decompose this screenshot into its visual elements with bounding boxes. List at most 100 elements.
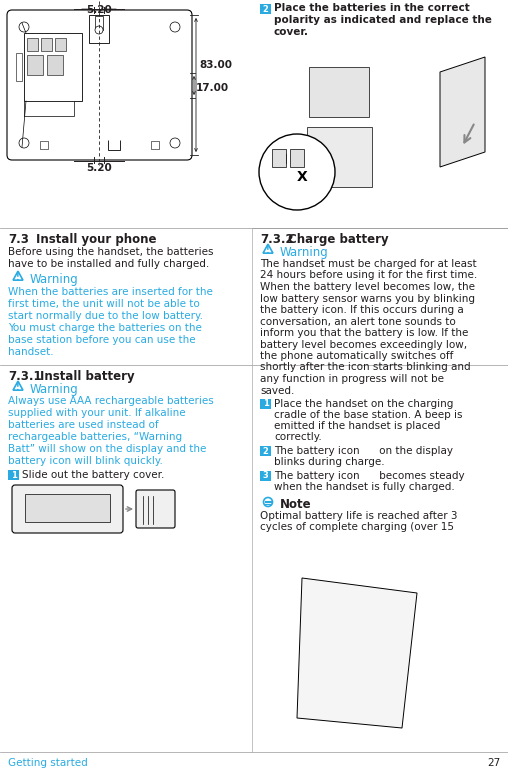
Text: the phone automatically switches off: the phone automatically switches off <box>260 351 453 361</box>
Text: Warning: Warning <box>30 383 79 396</box>
Bar <box>151 141 159 149</box>
Text: 2: 2 <box>263 5 268 13</box>
Text: 5.20: 5.20 <box>86 5 112 15</box>
Text: have to be installed and fully charged.: have to be installed and fully charged. <box>8 259 209 269</box>
Text: Install your phone: Install your phone <box>36 233 156 246</box>
Polygon shape <box>263 244 273 253</box>
Text: Getting started: Getting started <box>8 758 88 768</box>
Bar <box>272 149 286 167</box>
Bar <box>25 494 110 522</box>
Text: 1: 1 <box>263 399 268 408</box>
Text: cradle of the base station. A beep is: cradle of the base station. A beep is <box>274 410 462 420</box>
FancyBboxPatch shape <box>7 10 192 160</box>
Text: 7.3.1: 7.3.1 <box>8 370 42 383</box>
Text: Always use AAA rechargeable batteries: Always use AAA rechargeable batteries <box>8 396 214 406</box>
Text: Warning: Warning <box>280 246 329 259</box>
Text: start normally due to the low battery.: start normally due to the low battery. <box>8 311 203 321</box>
Bar <box>24 33 82 101</box>
Circle shape <box>19 22 29 32</box>
Text: low battery sensor warns you by blinking: low battery sensor warns you by blinking <box>260 294 475 304</box>
Text: Slide out the battery cover.: Slide out the battery cover. <box>22 470 165 480</box>
FancyBboxPatch shape <box>12 485 123 533</box>
Bar <box>290 149 304 167</box>
Bar <box>260 399 271 409</box>
Text: batteries are used instead of: batteries are used instead of <box>8 420 158 430</box>
Polygon shape <box>440 57 485 167</box>
Polygon shape <box>297 578 417 728</box>
Bar <box>260 4 271 14</box>
Text: !: ! <box>16 383 20 392</box>
Text: When the batteries are inserted for the: When the batteries are inserted for the <box>8 287 213 297</box>
Bar <box>47 55 63 75</box>
Text: !: ! <box>266 246 270 255</box>
Polygon shape <box>13 271 23 280</box>
Text: rechargeable batteries, “Warning: rechargeable batteries, “Warning <box>8 432 182 442</box>
Bar <box>24 101 74 116</box>
Text: Charge battery: Charge battery <box>288 233 389 246</box>
Bar <box>95 16 103 30</box>
Text: 5.20: 5.20 <box>86 163 112 173</box>
Bar <box>260 446 271 456</box>
Text: polarity as indicated and replace the: polarity as indicated and replace the <box>274 15 492 25</box>
Text: Optimal battery life is reached after 3: Optimal battery life is reached after 3 <box>260 511 458 521</box>
Bar <box>27 55 43 75</box>
Text: saved.: saved. <box>260 385 294 395</box>
Text: 1: 1 <box>11 470 16 480</box>
Circle shape <box>95 26 103 34</box>
Text: The battery icon      on the display: The battery icon on the display <box>274 446 453 456</box>
Text: shortly after the icon starts blinking and: shortly after the icon starts blinking a… <box>260 363 470 373</box>
Text: Install battery: Install battery <box>40 370 135 383</box>
Text: battery level becomes exceedingly low,: battery level becomes exceedingly low, <box>260 339 467 350</box>
Text: I: I <box>282 153 288 167</box>
Text: inform you that the battery is low. If the: inform you that the battery is low. If t… <box>260 328 468 338</box>
FancyBboxPatch shape <box>136 490 175 528</box>
Circle shape <box>170 22 180 32</box>
Text: Batt” will show on the display and the: Batt” will show on the display and the <box>8 444 206 454</box>
Text: cover.: cover. <box>274 27 309 37</box>
Text: any function in progress will not be: any function in progress will not be <box>260 374 444 384</box>
Bar <box>260 471 271 481</box>
Text: Place the batteries in the correct: Place the batteries in the correct <box>274 3 470 13</box>
Text: 2: 2 <box>263 446 268 456</box>
Text: first time, the unit will not be able to: first time, the unit will not be able to <box>8 299 200 309</box>
Text: The handset must be charged for at least: The handset must be charged for at least <box>260 259 477 269</box>
Text: 17.00: 17.00 <box>196 83 229 93</box>
Text: 7.3: 7.3 <box>8 233 29 246</box>
Text: emitted if the handset is placed: emitted if the handset is placed <box>274 421 440 431</box>
Bar <box>55 38 66 51</box>
Text: You must charge the batteries on the: You must charge the batteries on the <box>8 323 202 333</box>
Bar <box>8 470 19 480</box>
Bar <box>16 53 22 81</box>
Bar <box>89 15 109 43</box>
Circle shape <box>170 138 180 148</box>
Text: when the handset is fully charged.: when the handset is fully charged. <box>274 482 455 492</box>
Text: correctly.: correctly. <box>274 432 322 442</box>
Text: X: X <box>297 170 307 184</box>
Text: handset.: handset. <box>8 347 54 357</box>
Text: !: ! <box>16 273 20 282</box>
Bar <box>309 67 369 117</box>
Text: Warning: Warning <box>30 273 79 286</box>
Text: 7.3.2: 7.3.2 <box>260 233 294 246</box>
Text: the battery icon. If this occurs during a: the battery icon. If this occurs during … <box>260 305 464 315</box>
Text: The battery icon      becomes steady: The battery icon becomes steady <box>274 471 465 481</box>
Text: Place the handset on the charging: Place the handset on the charging <box>274 399 453 409</box>
Circle shape <box>264 498 272 507</box>
Text: 27: 27 <box>487 758 500 768</box>
Bar <box>41 38 52 51</box>
Text: conversation, an alert tone sounds to: conversation, an alert tone sounds to <box>260 316 456 326</box>
Circle shape <box>19 138 29 148</box>
Bar <box>40 141 48 149</box>
Text: 3: 3 <box>263 471 268 480</box>
Bar <box>307 127 372 187</box>
Polygon shape <box>13 381 23 390</box>
Bar <box>27 38 38 51</box>
Text: 24 hours before using it for the first time.: 24 hours before using it for the first t… <box>260 270 477 281</box>
Text: When the battery level becomes low, the: When the battery level becomes low, the <box>260 282 475 292</box>
Text: Note: Note <box>280 498 311 511</box>
Text: battery icon will blink quickly.: battery icon will blink quickly. <box>8 456 163 466</box>
Text: 83.00: 83.00 <box>199 60 232 70</box>
Text: supplied with your unit. If alkaline: supplied with your unit. If alkaline <box>8 408 185 418</box>
Text: blinks during charge.: blinks during charge. <box>274 457 385 467</box>
Text: Before using the handset, the batteries: Before using the handset, the batteries <box>8 247 213 257</box>
